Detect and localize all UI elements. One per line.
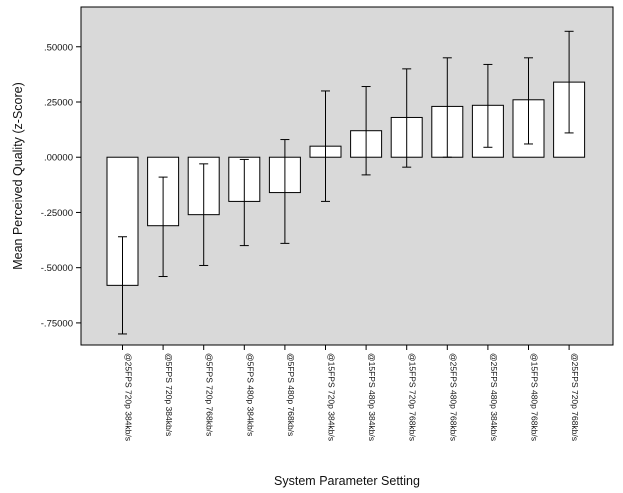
x-tick-label: @25FPS 720p 768kb/s xyxy=(570,353,580,441)
y-tick-label: -.50000 xyxy=(41,263,73,274)
x-tick-label: @5FPS 720p 768kb/s xyxy=(205,353,215,436)
y-tick-label: -.75000 xyxy=(41,318,73,329)
x-tick-label: @15FPS 720p 384kb/s xyxy=(327,353,337,441)
y-tick-label: .25000 xyxy=(44,97,73,108)
x-axis-title: System Parameter Setting xyxy=(274,474,420,488)
y-axis: -.75000 -.50000 -.25000 .00000 .25000 .50000 xyxy=(41,42,81,329)
bars-group xyxy=(106,30,586,335)
y-tick-label: .50000 xyxy=(44,42,73,53)
x-tick-label: @5FPS 480p 768kb/s xyxy=(286,353,296,436)
x-tick-label: @15FPS 720p 768kb/s xyxy=(408,353,418,441)
y-tick-label: .00000 xyxy=(44,153,73,164)
y-axis-title: Mean Perceived Quality (z-Score) xyxy=(11,82,25,270)
x-tick-label: @15FPS 480p 768kb/s xyxy=(530,353,540,441)
x-tick-label: @25FPS 480p 384kb/s xyxy=(489,353,499,441)
x-tick-label: @15FPS 480p 384kb/s xyxy=(367,353,377,441)
x-tick-label: @5FPS 480p 384kb/s xyxy=(245,353,255,436)
y-tick-label: -.25000 xyxy=(41,208,73,219)
x-tick-label: @25FPS 480p 768kb/s xyxy=(448,353,458,441)
x-tick-label: @25FPS 720p 384kb/s xyxy=(124,353,134,441)
x-tick-label: @5FPS 720p 384kb/s xyxy=(164,353,174,436)
x-axis-labels: @25FPS 720p 384kb/s @5FPS 720p 384kb/s @5F… xyxy=(122,345,580,441)
